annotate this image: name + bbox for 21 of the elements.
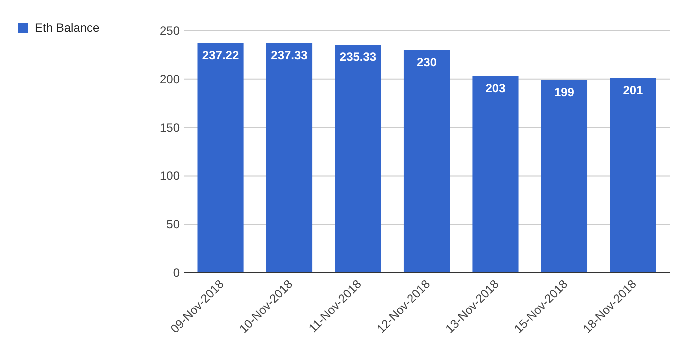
bar <box>198 43 244 273</box>
y-tick-label: 200 <box>160 72 180 86</box>
data-label: 201 <box>623 83 644 98</box>
data-label: 230 <box>416 55 438 70</box>
bar <box>610 78 656 273</box>
data-label: 235.33 <box>340 50 377 64</box>
data-label: 203 <box>486 81 506 96</box>
data-label: 237.33 <box>271 48 308 62</box>
y-tick-label: 0 <box>173 266 180 280</box>
y-tick-label: 250 <box>160 24 180 38</box>
data-label: 199 <box>554 85 575 100</box>
y-tick-label: 50 <box>166 218 180 232</box>
bar <box>472 76 519 273</box>
y-tick-label: 100 <box>160 169 180 184</box>
data-label: 237.22 <box>202 48 240 62</box>
bar <box>266 43 313 273</box>
bar <box>335 45 382 273</box>
bar <box>541 80 588 273</box>
legend-label: Eth Balance <box>35 21 100 35</box>
bar <box>404 50 450 273</box>
y-tick-label: 150 <box>160 120 180 135</box>
